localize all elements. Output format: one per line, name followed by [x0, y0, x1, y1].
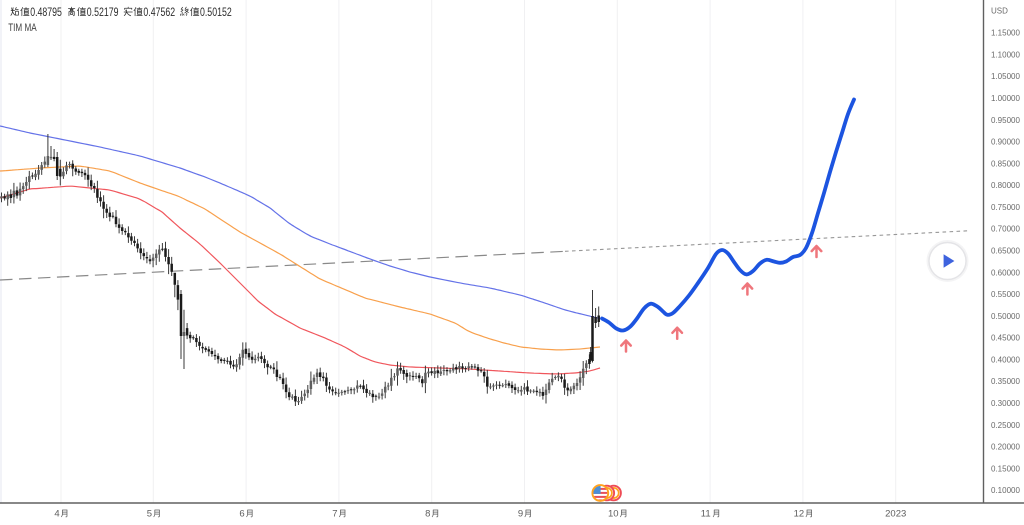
svg-text:5: 5 [147, 508, 152, 519]
svg-text:0.47562: 0.47562 [143, 7, 175, 19]
svg-text:0.75000: 0.75000 [991, 203, 1020, 212]
svg-text:0.35000: 0.35000 [991, 377, 1020, 386]
svg-text:0.40000: 0.40000 [991, 356, 1020, 365]
svg-text:10: 10 [608, 508, 619, 519]
svg-text:0.50000: 0.50000 [991, 312, 1020, 321]
svg-text:2023: 2023 [885, 508, 906, 519]
svg-text:0.70000: 0.70000 [991, 225, 1020, 234]
svg-text:4: 4 [54, 508, 59, 519]
svg-text:0.15000: 0.15000 [991, 464, 1020, 473]
svg-text:0.30000: 0.30000 [991, 399, 1020, 408]
svg-text:0.25000: 0.25000 [991, 421, 1020, 430]
svg-text:0.55000: 0.55000 [991, 290, 1020, 299]
svg-text:8: 8 [425, 508, 430, 519]
svg-text:0.65000: 0.65000 [991, 247, 1020, 256]
svg-text:9: 9 [518, 508, 523, 519]
svg-text:0.60000: 0.60000 [991, 268, 1020, 277]
svg-text:0.85000: 0.85000 [991, 159, 1020, 168]
svg-text:11: 11 [701, 508, 711, 519]
svg-text:0.10000: 0.10000 [991, 486, 1020, 495]
svg-text:USD: USD [991, 7, 1008, 16]
svg-text:7: 7 [332, 508, 337, 519]
svg-text:1.15000: 1.15000 [991, 29, 1020, 38]
svg-text:1.00000: 1.00000 [991, 94, 1020, 103]
svg-text:0.52179: 0.52179 [87, 7, 119, 19]
svg-text:TIM MA: TIM MA [8, 22, 37, 34]
svg-text:0.80000: 0.80000 [991, 181, 1020, 190]
svg-text:6: 6 [239, 508, 244, 519]
svg-text:0.90000: 0.90000 [991, 138, 1020, 147]
svg-text:12: 12 [794, 508, 805, 519]
svg-text:1.05000: 1.05000 [991, 72, 1020, 81]
svg-text:0.50152: 0.50152 [200, 7, 232, 19]
svg-text:0.45000: 0.45000 [991, 334, 1020, 343]
svg-text:1.10000: 1.10000 [991, 50, 1020, 59]
svg-text:0.20000: 0.20000 [991, 443, 1020, 452]
svg-text:0.95000: 0.95000 [991, 116, 1020, 125]
svg-text:0.48795: 0.48795 [30, 7, 62, 19]
